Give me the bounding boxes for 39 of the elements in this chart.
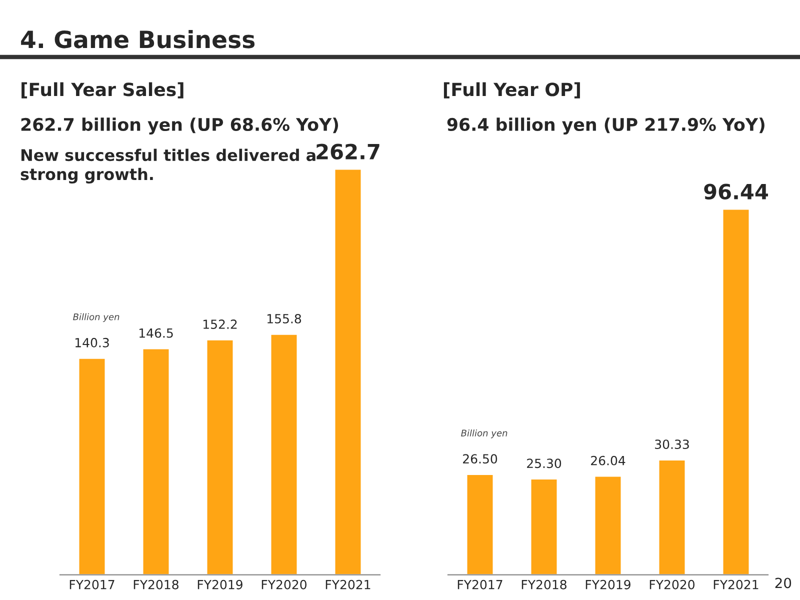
chart-subtitle: 96.4 billion yen (UP 217.9% YoY) bbox=[447, 118, 764, 135]
text: 20 bbox=[775, 578, 792, 588]
bar bbox=[658, 459, 686, 575]
data-label: 155.8 bbox=[267, 314, 302, 324]
x-tick-label: FY2021 bbox=[714, 580, 758, 590]
bar bbox=[334, 168, 362, 575]
data-label: 26.04 bbox=[591, 456, 626, 466]
data-label: 262.7 bbox=[316, 144, 380, 160]
data-label: 152.2 bbox=[203, 320, 237, 329]
bar bbox=[530, 478, 558, 575]
x-tick-label: FY2017 bbox=[70, 580, 114, 590]
annotation: Billion yen bbox=[73, 313, 120, 322]
chart-title: [Full Year OP] bbox=[444, 82, 580, 98]
chart-subtitle: 262.7 billion yen (UP 68.6% YoY) bbox=[21, 118, 338, 135]
x-tick-label: FY2018 bbox=[522, 580, 566, 590]
x-tick-label: FY2018 bbox=[134, 580, 178, 590]
annotation: Billion yen bbox=[461, 429, 508, 438]
x-tick-label: FY2019 bbox=[586, 580, 630, 590]
x-tick-label: FY2021 bbox=[326, 580, 370, 590]
data-label: 96.44 bbox=[704, 184, 768, 200]
x-tick-label: FY2020 bbox=[650, 580, 694, 590]
data-label: 146.5 bbox=[139, 328, 173, 338]
data-label: 25.30 bbox=[527, 458, 562, 468]
x-tick-label: FY2019 bbox=[198, 580, 242, 590]
x-tick-label: FY2017 bbox=[458, 580, 502, 590]
annotation: New successful titles delivered a strong growth. bbox=[20, 148, 316, 184]
data-label: 30.33 bbox=[655, 440, 689, 450]
data-label: 26.50 bbox=[463, 454, 498, 464]
bar bbox=[206, 339, 234, 575]
bar bbox=[594, 475, 622, 575]
bar bbox=[722, 208, 750, 575]
text: 4. Game Business bbox=[21, 30, 255, 48]
data-label: 140.3 bbox=[75, 338, 109, 348]
chart-title: [Full Year Sales] bbox=[22, 82, 184, 98]
bar bbox=[78, 357, 106, 575]
bar bbox=[466, 474, 494, 575]
bar bbox=[142, 348, 170, 575]
bar bbox=[270, 333, 298, 575]
x-tick-label: FY2020 bbox=[262, 580, 306, 590]
